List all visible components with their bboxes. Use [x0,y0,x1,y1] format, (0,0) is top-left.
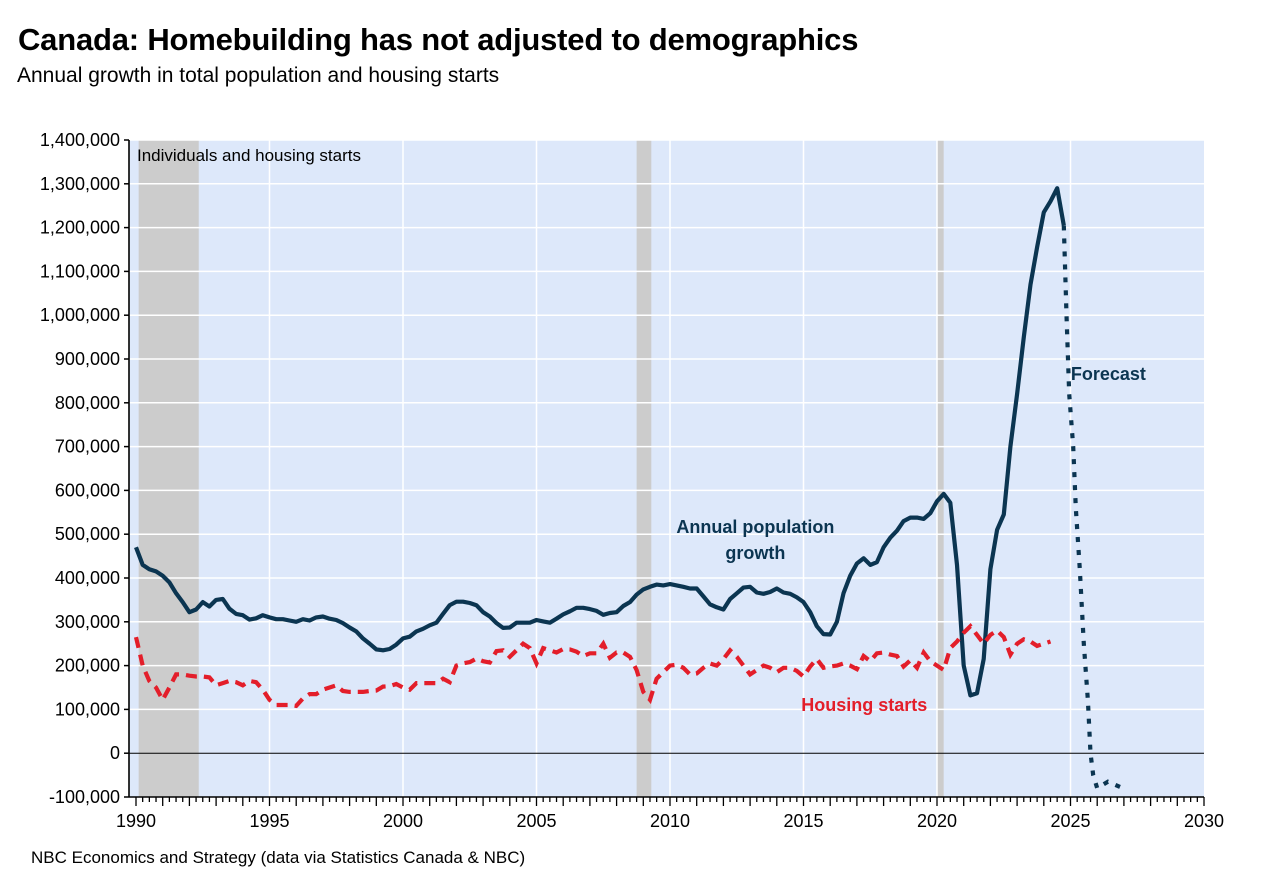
y-tick-label: 800,000 [55,393,120,413]
chart-title: Canada: Homebuilding has not adjusted to… [18,22,859,57]
x-tick-label: 2000 [383,811,423,831]
y-tick-label: 1,400,000 [40,130,120,150]
series-group [133,186,1123,792]
population-forecast-line [1061,225,1123,792]
gridlines [129,139,1204,797]
annotations: Individuals and housing starts Annual pop… [137,146,1146,715]
y-tick-label: 600,000 [55,480,120,500]
recession-bands [138,140,944,797]
y-tick-label: 1,100,000 [40,261,120,281]
housing-series-label: Housing starts [801,695,927,715]
y-tick-label: 400,000 [55,568,120,588]
x-tick-label: 2020 [917,811,957,831]
y-tick-label: 700,000 [55,437,120,457]
y-tick-label: 500,000 [55,524,120,544]
x-tick-label: 2015 [783,811,823,831]
y-tick-label: 1,200,000 [40,218,120,238]
x-tick-label: 1995 [249,811,289,831]
y-tick-label: 100,000 [55,699,120,719]
y-tick-label: -100,000 [49,787,120,807]
y-ticks: 1,400,000 1,300,000 1,200,000 1,100,000 1,00… [40,130,129,807]
plot-background [129,140,1204,797]
population-series-label: growth [725,543,785,563]
recession-band [138,140,199,797]
chart-subtitle: Annual growth in total population and ho… [17,64,500,87]
population-growth-line [134,186,1066,698]
y-tick-label: 900,000 [55,349,120,369]
y-tick-label: 0 [110,743,120,763]
y-axis-unit-label: Individuals and housing starts [137,146,361,165]
housing-starts-line [133,623,1052,709]
x-ticks: 1990 1995 2000 2005 2010 2015 2020 2025 2030 [116,797,1224,831]
source-note: NBC Economics and Strategy (data via Sta… [31,848,526,867]
x-tick-label: 2025 [1050,811,1090,831]
y-tick-label: 1,300,000 [40,174,120,194]
x-tick-label: 1990 [116,811,156,831]
population-series-label: Annual population [676,517,834,537]
recession-band [636,140,652,797]
recession-band [937,140,944,797]
y-tick-label: 200,000 [55,656,120,676]
y-tick-label: 300,000 [55,612,120,632]
x-tick-label: 2005 [516,811,556,831]
forecast-label: Forecast [1071,364,1146,384]
x-tick-label: 2030 [1184,811,1224,831]
x-tick-label: 2010 [650,811,690,831]
y-tick-label: 1,000,000 [40,305,120,325]
